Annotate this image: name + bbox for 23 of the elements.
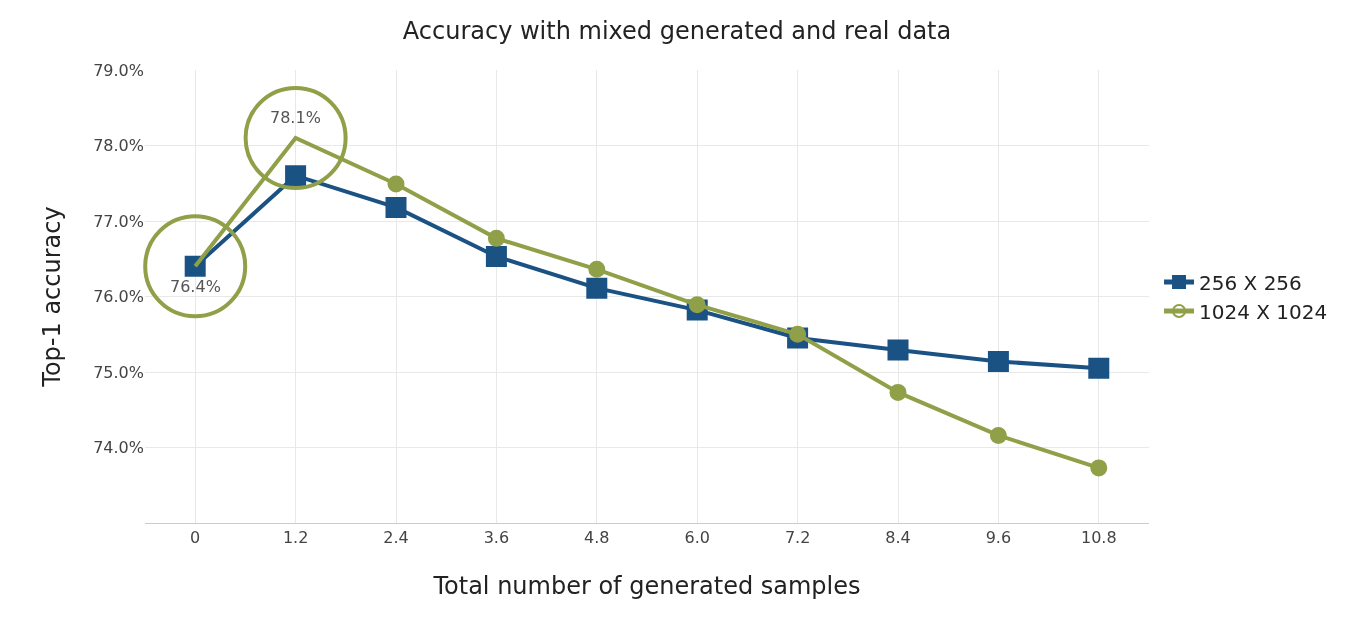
x-tick-label: 9.6 (985, 528, 1012, 548)
y-axis-title: Top-1 accuracy (38, 206, 67, 388)
y-tick-label: 76.0% (93, 287, 144, 307)
annotation: 76.4% (170, 277, 221, 296)
x-tick-label: 8.4 (885, 528, 911, 548)
x-tick-label: 3.6 (483, 528, 510, 548)
x-tick-label: 7.2 (784, 528, 811, 548)
x-tick-label: 6.0 (684, 528, 710, 548)
legend-label: 1024 X 1024 (1199, 299, 1328, 324)
legend-label: 256 X 256 (1199, 270, 1302, 295)
x-tick-label: 1.2 (282, 528, 309, 548)
y-tick-label: 75.0% (93, 362, 144, 382)
annotation: 78.1% (270, 108, 321, 127)
chart-title: Accuracy with mixed generated and real data (402, 16, 952, 45)
y-tick-label: 74.0% (93, 438, 144, 458)
x-tick-label: 0 (190, 528, 201, 548)
y-tick-label: 78.0% (93, 136, 144, 156)
y-tick-label: 77.0% (93, 211, 144, 231)
y-tick-label: 79.0% (93, 60, 144, 80)
x-tick-label: 10.8 (1080, 528, 1117, 548)
x-axis-title: Total number of generated samples (432, 571, 861, 600)
x-tick-label: 4.8 (584, 528, 610, 548)
x-tick-label: 2.4 (383, 528, 409, 548)
